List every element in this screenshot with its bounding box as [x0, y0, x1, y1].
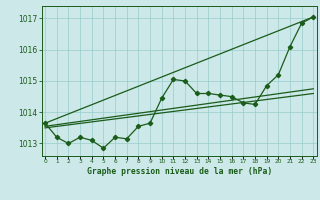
X-axis label: Graphe pression niveau de la mer (hPa): Graphe pression niveau de la mer (hPa)	[87, 167, 272, 176]
